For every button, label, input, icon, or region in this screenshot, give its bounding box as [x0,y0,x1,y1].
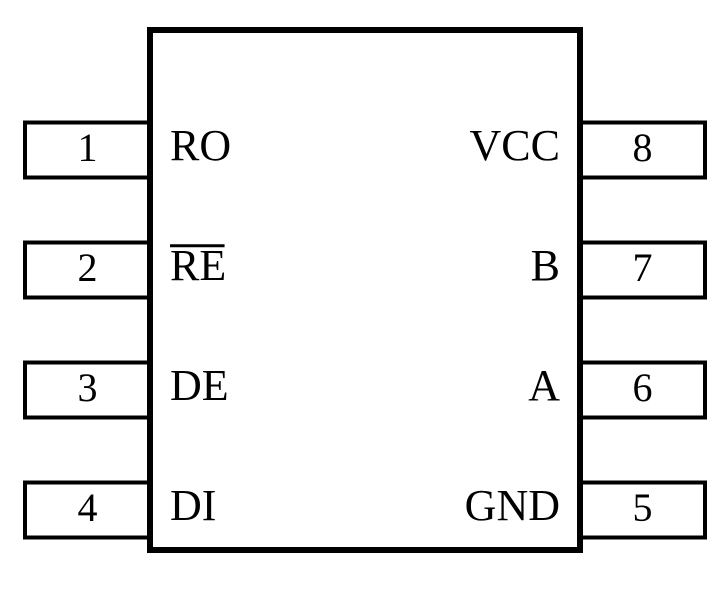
ic-pinout-diagram: 1 RO 2 RE 3 DE 4 DI 8 VCC 7 B 6 A 5 GND [0,0,725,599]
pin-2-label: RE [170,241,226,290]
pin-7-number: 7 [633,245,653,290]
pin-1-number: 1 [78,125,98,170]
pin-2-number: 2 [78,245,98,290]
pin-6-label: A [528,361,560,410]
pin-4-label: DI [170,481,216,530]
pin-3-label: DE [170,361,229,410]
pin-5-number: 5 [633,485,653,530]
pin-6-number: 6 [633,365,653,410]
pin-7-label: B [531,241,560,290]
pin-8-label: VCC [470,121,560,170]
pin-5-label: GND [465,481,560,530]
pin-3-number: 3 [78,365,98,410]
pin-4-number: 4 [78,485,98,530]
pin-1-label: RO [170,121,231,170]
pin-8-number: 8 [633,125,653,170]
